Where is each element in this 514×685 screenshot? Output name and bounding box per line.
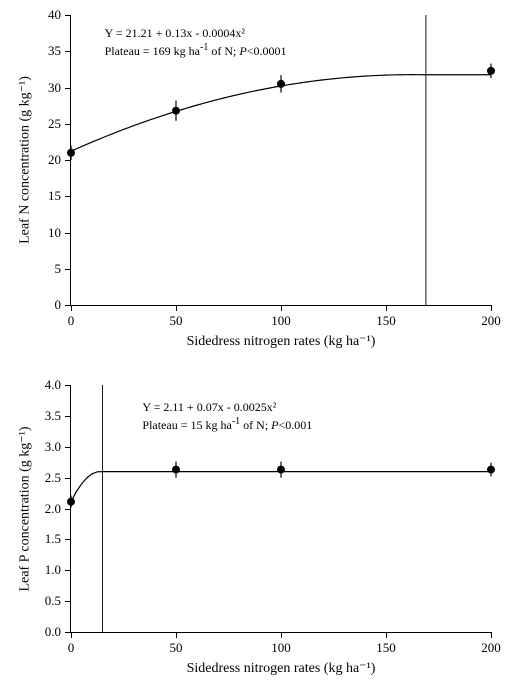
ylabel: Leaf P concentration (g kg⁻¹) [17,426,34,591]
ytick-label: 0.0 [45,624,61,640]
xtick-label: 0 [68,640,75,656]
plot-area: 0501001502000.00.51.01.52.02.53.03.54.0S… [70,385,491,633]
xtick [71,632,72,638]
xtick-label: 150 [376,640,396,656]
data-point [277,466,285,474]
figure: 0501001502000510152025303540Sidedress ni… [0,0,514,685]
ytick-label: 1.5 [45,531,61,547]
xtick [281,632,282,638]
xtick-label: 100 [271,640,291,656]
ytick-label: 2.5 [45,470,61,486]
xtick [386,632,387,638]
annotation: Y = 2.11 + 0.07x - 0.0025x²Plateau = 15 … [142,399,312,433]
xtick-label: 50 [170,640,183,656]
xlabel: Sidedress nitrogen rates (kg ha⁻¹) [187,660,376,677]
xtick-label: 200 [481,640,501,656]
ytick-label: 3.0 [45,439,61,455]
ytick-label: 2.0 [45,501,61,517]
ytick-label: 3.5 [45,408,61,424]
data-point [487,466,495,474]
data-point [172,466,180,474]
data-point [67,498,75,506]
ytick-label: 4.0 [45,377,61,393]
annotation-line1: Y = 2.11 + 0.07x - 0.0025x² [142,399,312,415]
ytick [65,632,71,633]
xtick [491,632,492,638]
ytick-label: 0.5 [45,593,61,609]
ytick-label: 1.0 [45,562,61,578]
panel-bottom: 0 50 100 150 200 0.0 0.5 1.0 1.5 2.0 2.5 3.0 3.5 4.0 S… [0,0,514,685]
xtick [176,632,177,638]
annotation-line2: Plateau = 15 kg ha-1 of N; P<0.001 [142,415,312,433]
